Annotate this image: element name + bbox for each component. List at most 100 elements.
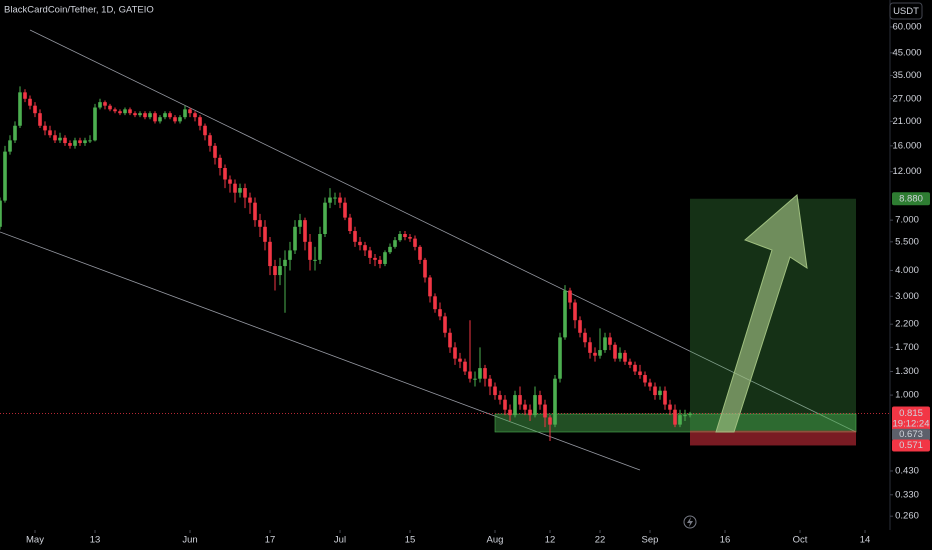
y-tick-label: 60.000 xyxy=(892,21,921,32)
candle-body xyxy=(348,217,352,232)
candle-body xyxy=(108,105,112,110)
candle-body xyxy=(178,117,182,122)
candle-body xyxy=(548,417,552,425)
x-tick-label: 17 xyxy=(265,535,276,546)
candle-body xyxy=(448,332,452,348)
x-tick-label: Oct xyxy=(793,535,808,546)
entry-label: 0.673 xyxy=(899,429,923,440)
candle-body xyxy=(338,197,342,203)
candle-body xyxy=(373,257,377,260)
x-tick-label: May xyxy=(26,535,44,546)
candle-body xyxy=(48,130,52,136)
candle-body xyxy=(43,125,47,131)
candle-body xyxy=(293,226,297,251)
candle-body xyxy=(483,368,487,379)
candle-body xyxy=(668,404,672,410)
candle-body xyxy=(123,109,127,114)
candle-body xyxy=(288,250,292,260)
candle-body xyxy=(223,168,227,180)
currency-button[interactable] xyxy=(889,2,923,20)
candle-body xyxy=(248,197,252,203)
candle-body xyxy=(413,238,417,247)
candle-body xyxy=(313,259,317,261)
candle-body xyxy=(623,352,627,362)
x-tick-label: Jun xyxy=(182,535,197,546)
y-tick-label: 2.200 xyxy=(895,319,919,330)
candle-body xyxy=(473,378,477,380)
loss-zone xyxy=(690,430,856,446)
candle-body xyxy=(353,231,357,242)
candle-body xyxy=(638,371,642,376)
candle-body xyxy=(128,109,132,114)
y-tick-label: 3.000 xyxy=(895,291,919,302)
candle-body xyxy=(193,113,197,118)
candle-body xyxy=(343,202,347,218)
candle-body xyxy=(518,395,522,405)
candle-body xyxy=(183,109,187,118)
candle-body xyxy=(8,140,12,152)
last-price-bg xyxy=(892,406,930,431)
candle-body xyxy=(628,361,632,365)
y-tick-label: 7.000 xyxy=(895,215,919,226)
currency-label[interactable]: USDT xyxy=(893,6,919,17)
candle-body xyxy=(503,399,507,410)
candle-body xyxy=(378,259,382,264)
candle-body xyxy=(198,117,202,126)
candle-body xyxy=(278,266,282,276)
candle-body xyxy=(498,395,502,400)
y-tick-label: 0.430 xyxy=(895,465,919,476)
channel-bottom xyxy=(0,231,641,471)
candle-body xyxy=(658,390,662,396)
candle-body xyxy=(163,113,167,118)
candle-body xyxy=(118,111,122,114)
candle-body xyxy=(23,92,27,99)
candle-body xyxy=(63,137,67,144)
candle-body xyxy=(538,395,542,405)
candle-body xyxy=(438,309,442,317)
x-tick-label: 15 xyxy=(405,535,416,546)
candle-body xyxy=(38,113,42,126)
x-tick-label: Aug xyxy=(487,535,504,546)
y-tick-label: 45.000 xyxy=(892,47,921,58)
replay-icon[interactable] xyxy=(683,515,697,529)
candle-body xyxy=(508,409,512,416)
candle-body xyxy=(168,113,172,118)
candle-body xyxy=(643,375,647,383)
candle-body xyxy=(78,140,82,144)
candle-body xyxy=(573,302,577,321)
candle-body xyxy=(58,137,62,141)
candle-body xyxy=(273,266,277,276)
x-tick-label: Jul xyxy=(334,535,346,546)
x-tick-label: 13 xyxy=(90,535,101,546)
candle-body xyxy=(648,382,652,387)
candle-body xyxy=(393,240,397,247)
target-label: 8.880 xyxy=(899,193,923,204)
candle-body xyxy=(663,390,667,405)
candle-body xyxy=(158,117,162,122)
candle-body xyxy=(88,140,92,142)
target-label-bg xyxy=(892,192,930,206)
candle-body xyxy=(213,145,217,158)
candle-body xyxy=(553,378,557,425)
candle-body xyxy=(533,395,537,416)
candle-body xyxy=(318,233,322,260)
candle-body xyxy=(233,183,237,193)
candle-body xyxy=(98,102,102,108)
candle-body xyxy=(3,151,7,201)
y-tick-label: 16.000 xyxy=(892,140,921,151)
candle-body xyxy=(68,143,72,146)
candle-body xyxy=(243,188,247,198)
candle-body xyxy=(463,361,467,372)
candle-body xyxy=(383,252,387,264)
y-tick-label: 27.000 xyxy=(892,93,921,104)
candle-body xyxy=(188,109,192,114)
candle-body xyxy=(683,415,687,417)
entry-label-bg xyxy=(892,428,930,441)
candle-body xyxy=(583,332,587,343)
y-tick-label: 21.000 xyxy=(892,116,921,127)
x-tick-label: 12 xyxy=(545,535,556,546)
candle-body xyxy=(258,220,262,227)
candle-body xyxy=(363,245,367,251)
candle-body xyxy=(618,352,622,359)
